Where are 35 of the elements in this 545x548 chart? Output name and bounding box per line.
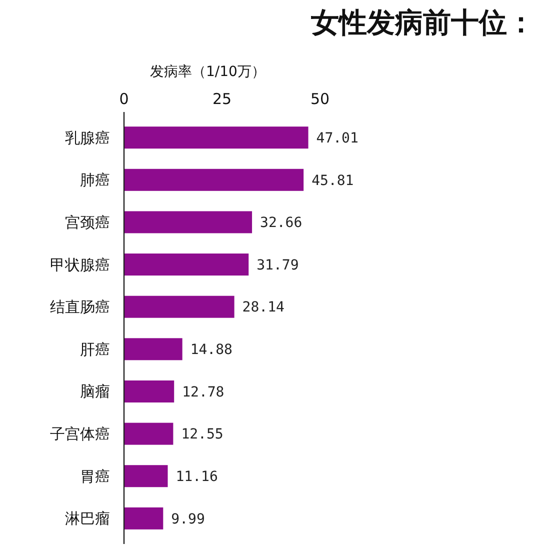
x-tick-label: 25 [212, 90, 232, 108]
y-tick-label: 胃癌 [80, 467, 110, 486]
data-label: 32.66 [260, 215, 302, 232]
bar [124, 126, 308, 149]
bar [124, 211, 252, 234]
data-label: 47.01 [316, 130, 358, 146]
y-tick-label: 乳腺癌 [65, 128, 110, 147]
bar [124, 254, 249, 276]
y-tick-label: 结直肠癌 [50, 298, 110, 316]
y-tick-label: 子宫体癌 [50, 425, 110, 444]
x-axis-title: 发病率（1/10万） [150, 64, 266, 80]
bar [124, 296, 234, 318]
text: 女性发病前十位： [310, 6, 535, 39]
data-label: 9.99 [171, 511, 205, 528]
data-label: 45.81 [312, 172, 354, 189]
bar [124, 380, 174, 402]
y-tick-label: 肝癌 [80, 340, 110, 358]
data-label: 31.79 [256, 257, 299, 274]
y-tick-label: 淋巴瘤 [65, 510, 110, 528]
data-label: 12.55 [181, 426, 224, 443]
x-tick-label: 50 [310, 90, 330, 108]
data-label: 28.14 [242, 300, 284, 316]
y-tick-label: 宫颈癌 [65, 213, 110, 232]
y-tick-label: 肺癌 [80, 171, 110, 190]
bar [124, 507, 164, 530]
bar [124, 422, 174, 445]
bar [124, 338, 182, 360]
data-label: 12.78 [182, 384, 224, 400]
bar [124, 465, 168, 488]
y-tick-label: 脑瘤 [80, 382, 110, 401]
y-tick-label: 甲状腺癌 [50, 256, 110, 274]
x-tick-label: 0 [119, 90, 129, 108]
data-label: 14.88 [190, 342, 232, 358]
data-label: 11.16 [176, 469, 218, 486]
bar [124, 168, 304, 191]
